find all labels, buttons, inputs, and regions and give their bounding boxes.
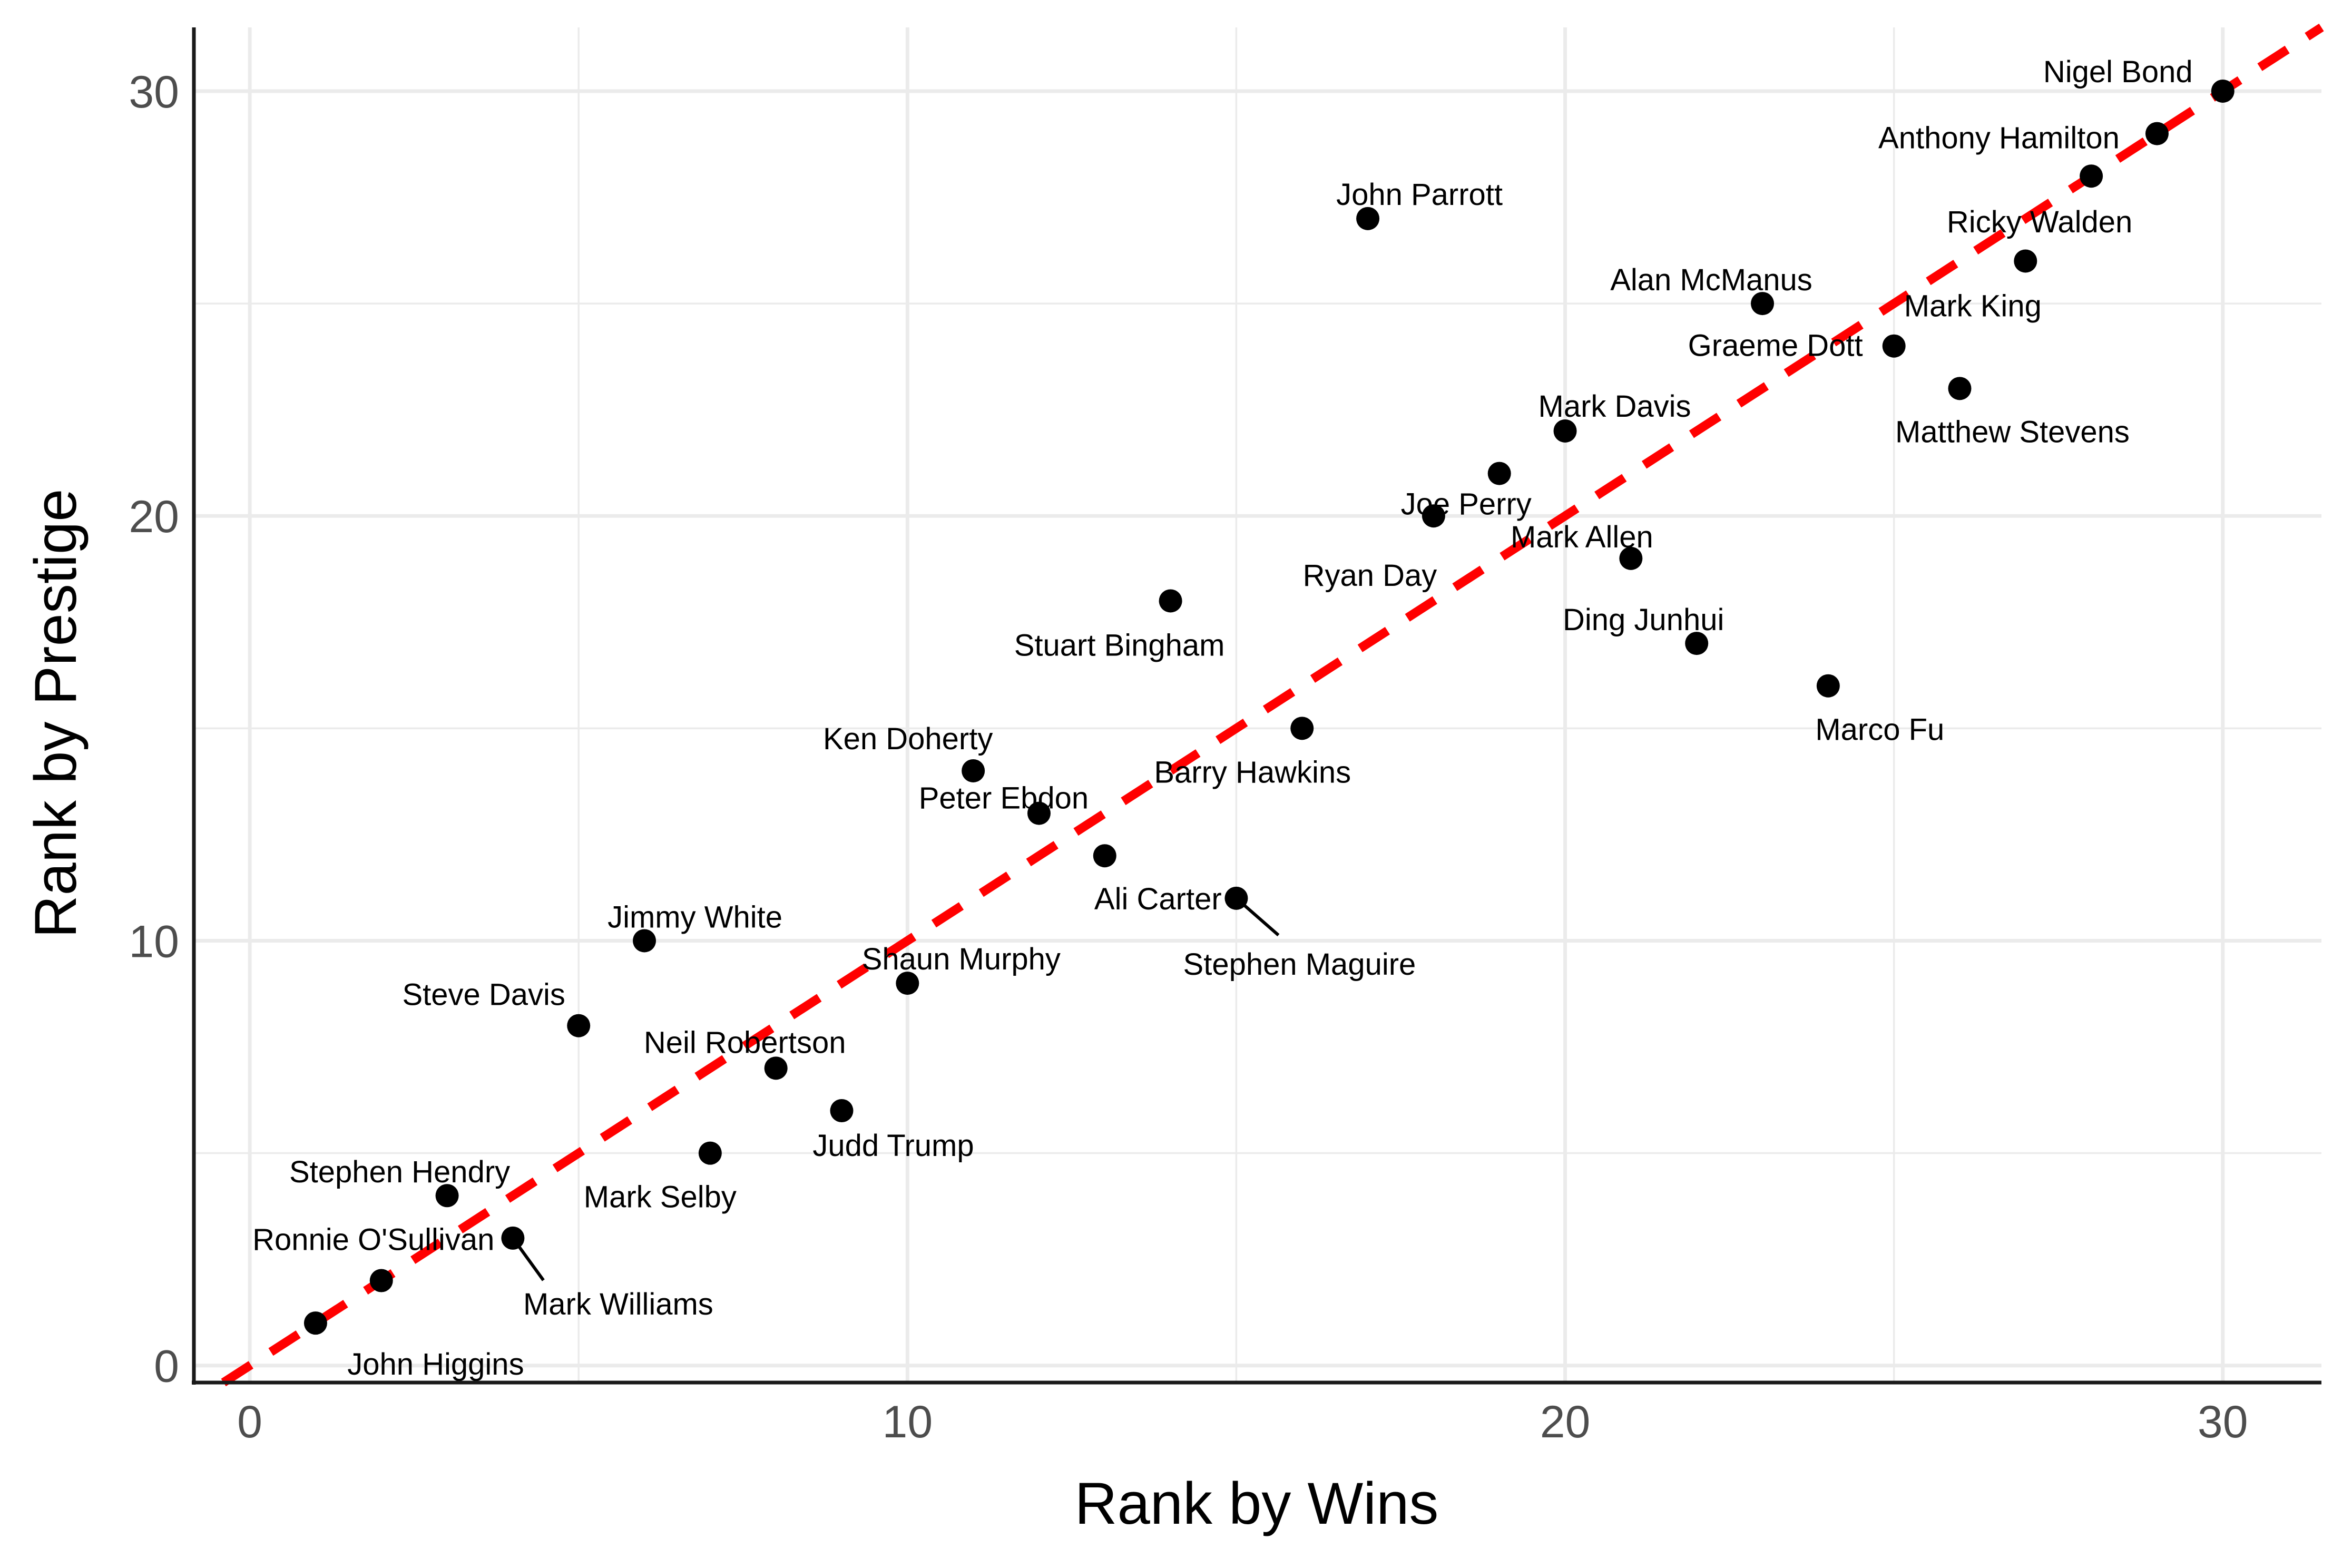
grid [194, 27, 2321, 1383]
point-john-parrott [1356, 207, 1380, 230]
label-john-parrott: John Parrott [1336, 178, 1503, 212]
label-nigel-bond: Nigel Bond [2043, 55, 2193, 89]
point-stuart-bingham [1159, 589, 1182, 613]
point-ali-carter [1093, 844, 1116, 868]
label-matthew-stevens: Matthew Stevens [1895, 415, 2130, 449]
label-shaun-murphy: Shaun Murphy [862, 942, 1061, 976]
axes [192, 27, 2321, 1385]
y-tick-label-0: 0 [154, 1341, 179, 1392]
label-barry-hawkins: Barry Hawkins [1154, 755, 1351, 789]
x-tick-label-0: 0 [237, 1397, 262, 1447]
label-judd-trump: Judd Trump [812, 1129, 974, 1163]
point-judd-trump [830, 1099, 854, 1122]
point-ken-doherty [962, 759, 985, 782]
point-jimmy-white [633, 929, 656, 953]
label-graeme-dott: Graeme Dott [1688, 329, 1863, 363]
label-peter-ebdon: Peter Ebdon [919, 781, 1089, 816]
y-tick-label-30: 30 [129, 67, 179, 117]
point-peter-ebdon [1027, 801, 1051, 825]
point-ronnie-o-sullivan [369, 1269, 393, 1292]
point-steve-davis [567, 1014, 591, 1037]
y-tick-label-20: 20 [129, 492, 179, 542]
y-axis-title: Rank by Prestige [23, 489, 89, 938]
x-tick-label-20: 20 [1540, 1397, 1591, 1447]
label-mark-williams: Mark Williams [523, 1287, 713, 1321]
label-ali-carter: Ali Carter [1094, 882, 1222, 916]
point-ding-junhui [1685, 632, 1709, 655]
label-marco-fu: Marco Fu [1815, 713, 1944, 747]
label-steve-davis: Steve Davis [402, 978, 565, 1012]
point-mark-king [2014, 249, 2037, 273]
point-marco-fu [1816, 674, 1840, 698]
reference-line [221, 23, 2324, 1387]
point-matthew-stevens [1948, 377, 1972, 400]
point-ryan-day [1422, 504, 1445, 528]
data-points [303, 79, 2235, 1335]
point-ricky-walden [2080, 164, 2103, 188]
label-mark-selby: Mark Selby [584, 1180, 737, 1214]
point-mark-allen [1619, 546, 1643, 570]
point-graeme-dott [1882, 334, 1906, 358]
label-ding-junhui: Ding Junhui [1563, 603, 1724, 637]
point-alan-mcmanus [1751, 292, 1775, 316]
label-ryan-day: Ryan Day [1303, 558, 1437, 593]
point-shaun-murphy [896, 972, 919, 995]
point-stephen-maguire [1224, 886, 1248, 910]
point-joe-perry [1487, 462, 1511, 485]
label-john-higgins: John Higgins [347, 1347, 524, 1381]
label-alan-mcmanus: Alan McManus [1610, 263, 1812, 297]
point-mark-davis [1553, 419, 1577, 443]
label-stephen-hendry: Stephen Hendry [289, 1155, 510, 1189]
label-mark-allen: Mark Allen [1511, 520, 1653, 554]
label-mark-king: Mark King [1904, 289, 2042, 323]
tick-labels: 0 10 20 30 0 10 20 30 [129, 67, 2248, 1447]
x-tick-label-10: 10 [882, 1397, 933, 1447]
label-jimmy-white: Jimmy White [607, 900, 782, 934]
reference-line-layer [221, 23, 2324, 1387]
label-joe-perry: Joe Perry [1401, 487, 1532, 522]
label-anthony-hamilton: Anthony Hamilton [1878, 121, 2120, 155]
point-neil-robertson [764, 1056, 788, 1080]
point-mark-williams [501, 1226, 525, 1250]
point-labels: John Higgins Ronnie O'Sullivan Stephen Hen… [252, 55, 2193, 1381]
point-anthony-hamilton [2145, 122, 2169, 145]
label-ronnie-o-sullivan: Ronnie O'Sullivan [252, 1222, 494, 1257]
point-john-higgins [303, 1311, 327, 1335]
x-tick-label-30: 30 [2198, 1397, 2248, 1447]
y-tick-label-10: 10 [129, 916, 179, 967]
point-barry-hawkins [1290, 717, 1314, 740]
label-stuart-bingham: Stuart Bingham [1014, 628, 1225, 662]
label-stephen-maguire: Stephen Maguire [1183, 947, 1416, 982]
point-mark-selby [698, 1141, 722, 1165]
label-ken-doherty: Ken Doherty [823, 722, 993, 756]
label-mark-davis: Mark Davis [1538, 389, 1691, 424]
point-nigel-bond [2211, 79, 2235, 103]
x-axis-title: Rank by Wins [1075, 1471, 1439, 1536]
point-stephen-hendry [435, 1184, 459, 1208]
label-ricky-walden: Ricky Walden [1947, 205, 2132, 239]
label-neil-robertson: Neil Robertson [644, 1025, 846, 1060]
